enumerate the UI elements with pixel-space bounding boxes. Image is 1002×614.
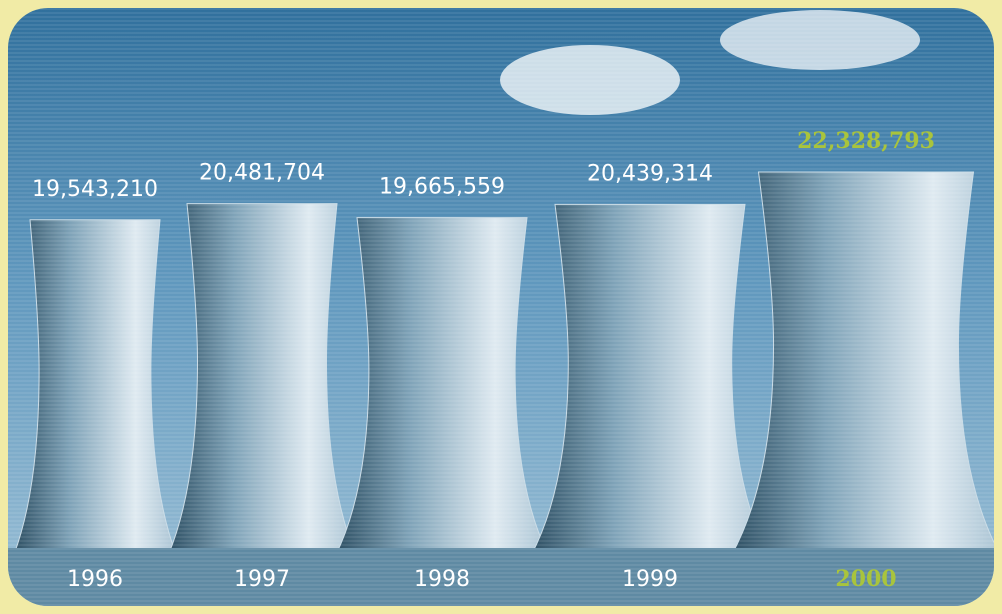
photo — [0, 0, 1002, 614]
value-label: 19,665,559 — [379, 175, 505, 200]
value-label: 20,481,704 — [199, 161, 325, 186]
x-tick-label: 2000 — [835, 566, 896, 592]
value-label: 22,328,793 — [797, 128, 935, 154]
x-tick-label: 1996 — [67, 567, 123, 592]
chart: 19,543,210 1996 20,481,704 1997 19,665,559 19… — [0, 0, 1002, 614]
value-label: 20,439,314 — [587, 161, 713, 186]
value-label: 19,543,210 — [32, 177, 158, 202]
scanlines — [0, 0, 1002, 614]
x-tick-label: 1997 — [234, 567, 290, 592]
x-tick-label: 1999 — [622, 567, 678, 592]
x-tick-label: 1998 — [414, 567, 470, 592]
